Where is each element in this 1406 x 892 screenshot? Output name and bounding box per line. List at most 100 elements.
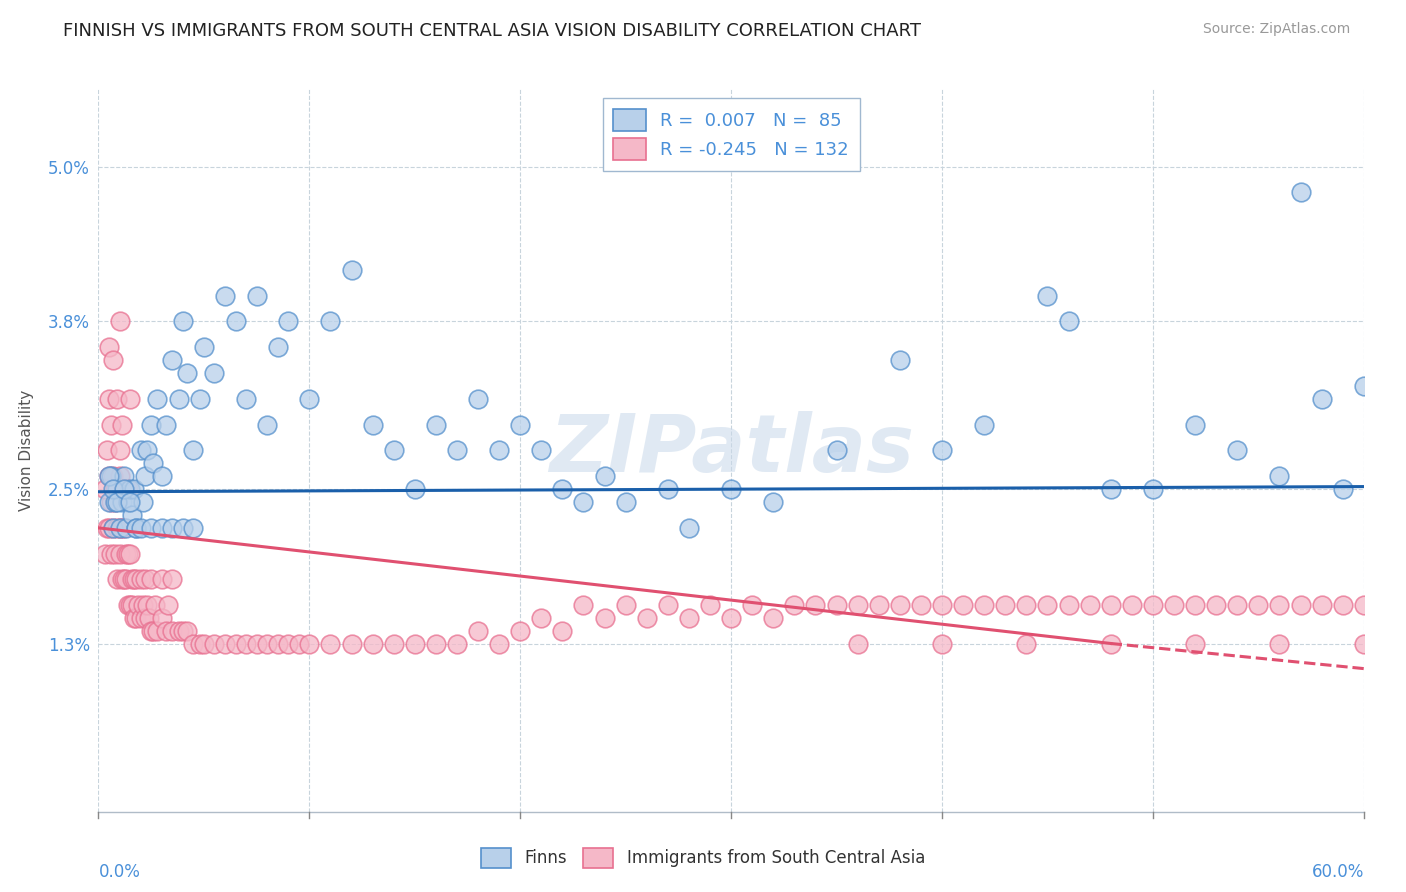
Point (361, 637, 384, 651)
Point (551, 624, 574, 639)
Point (167, 392, 190, 406)
Point (128, 599, 150, 613)
Point (509, 417, 531, 432)
Point (488, 637, 510, 651)
Point (150, 573, 173, 587)
Point (783, 599, 806, 613)
Point (124, 482, 146, 496)
Point (117, 495, 139, 509)
Point (108, 314, 131, 328)
Point (104, 495, 127, 509)
Point (973, 417, 995, 432)
Point (117, 599, 139, 613)
Point (1057, 599, 1080, 613)
Point (530, 611, 553, 625)
Point (1353, 637, 1375, 651)
Point (108, 521, 131, 535)
Point (678, 521, 700, 535)
Point (107, 482, 129, 496)
Point (298, 392, 321, 406)
Point (1057, 314, 1080, 328)
Point (889, 353, 911, 368)
Point (1205, 599, 1227, 613)
Point (1268, 599, 1291, 613)
Point (614, 495, 637, 509)
Point (214, 288, 236, 302)
Point (100, 495, 122, 509)
Point (172, 314, 194, 328)
Point (382, 637, 405, 651)
Point (636, 611, 658, 625)
Point (1036, 599, 1059, 613)
Point (103, 353, 125, 368)
Point (235, 637, 257, 651)
Point (155, 417, 177, 432)
Point (319, 637, 342, 651)
Text: Source: ZipAtlas.com: Source: ZipAtlas.com (1202, 22, 1350, 37)
Point (204, 637, 226, 651)
Point (157, 599, 180, 613)
Point (98, 392, 121, 406)
Point (134, 469, 156, 483)
Point (141, 521, 163, 535)
Point (141, 417, 163, 432)
Point (167, 624, 190, 639)
Point (162, 521, 183, 535)
Point (111, 417, 132, 432)
Point (176, 366, 198, 380)
Point (112, 469, 135, 483)
Point (1078, 599, 1101, 613)
Point (804, 599, 827, 613)
Point (193, 340, 215, 354)
Point (96, 521, 118, 535)
Point (825, 599, 848, 613)
Point (121, 599, 143, 613)
Point (1121, 599, 1143, 613)
Text: 0.0%: 0.0% (98, 863, 141, 881)
Point (825, 443, 848, 458)
Point (183, 443, 205, 458)
Point (910, 599, 932, 613)
Point (121, 573, 143, 587)
Point (108, 443, 131, 458)
Point (188, 392, 211, 406)
Point (256, 417, 278, 432)
Point (100, 469, 122, 483)
Point (1099, 599, 1122, 613)
Point (112, 521, 135, 535)
Point (120, 599, 141, 613)
Point (111, 521, 132, 535)
Point (1353, 379, 1375, 393)
Point (572, 495, 595, 509)
Point (93, 547, 117, 561)
Point (98, 469, 121, 483)
Point (361, 417, 384, 432)
Point (467, 392, 489, 406)
Point (120, 547, 141, 561)
Point (225, 637, 247, 651)
Point (572, 599, 595, 613)
Point (108, 547, 131, 561)
Point (952, 599, 974, 613)
Point (931, 637, 953, 651)
Point (889, 599, 911, 613)
Point (214, 637, 236, 651)
Point (172, 521, 194, 535)
Point (246, 288, 269, 302)
Point (129, 573, 152, 587)
Point (104, 482, 127, 496)
Point (150, 469, 173, 483)
Point (136, 599, 159, 613)
Point (1331, 482, 1354, 496)
Point (112, 482, 135, 496)
Point (121, 508, 143, 522)
Point (382, 443, 405, 458)
Y-axis label: Vision Disability: Vision Disability (20, 390, 34, 511)
Point (277, 314, 299, 328)
Point (1099, 482, 1122, 496)
Point (183, 521, 205, 535)
Point (1142, 482, 1164, 496)
Point (1184, 599, 1206, 613)
Point (125, 611, 148, 625)
Point (96, 443, 118, 458)
